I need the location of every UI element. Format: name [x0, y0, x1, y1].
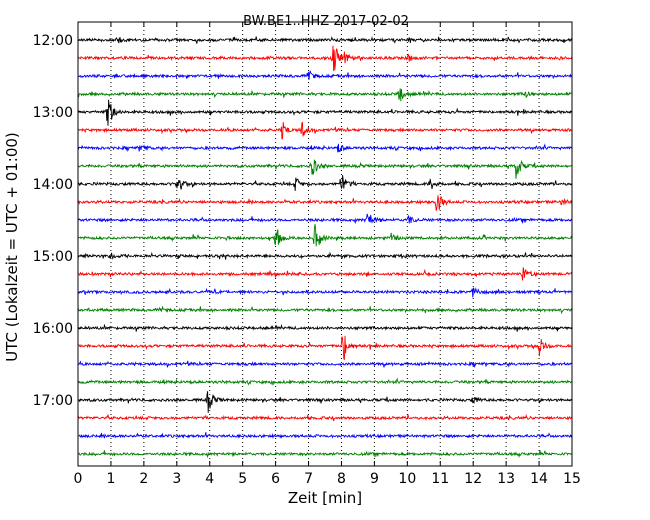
trace-line: [77, 195, 573, 211]
trace-line: [78, 99, 573, 126]
trace-line: [77, 175, 573, 191]
y-axis-label: UTC (Lokalzeit = UTC + 01:00): [3, 132, 21, 362]
trace-line: [77, 450, 572, 459]
trace-line: [77, 305, 573, 315]
x-tick-label: 6: [271, 471, 280, 487]
x-axis-label: Zeit [min]: [288, 489, 362, 507]
trace-line: [77, 36, 572, 44]
x-tick-label: 10: [398, 471, 416, 487]
trace-line: [77, 360, 573, 368]
trace-line: [77, 224, 573, 247]
traces-group: [77, 36, 573, 459]
y-tick-label: 13:00: [33, 105, 73, 121]
trace-line: [77, 213, 573, 225]
x-tick-label: 11: [431, 471, 449, 487]
x-tick-label: 4: [205, 471, 214, 487]
y-tick-label: 15:00: [33, 249, 73, 265]
x-tick-label: 5: [238, 471, 247, 487]
trace-line: [77, 143, 573, 153]
trace-line: [77, 267, 573, 281]
x-tick-label: 0: [74, 471, 83, 487]
y-tick-label: 14:00: [33, 177, 73, 193]
trace-line: [77, 70, 572, 80]
x-tick-label: 1: [106, 471, 115, 487]
trace-line: [77, 287, 573, 298]
trace-line: [77, 121, 572, 140]
x-tick-label: 8: [337, 471, 346, 487]
y-tick-label: 17:00: [33, 393, 73, 409]
trace-line: [77, 323, 573, 332]
trace-line: [77, 413, 572, 422]
x-tick-label: 7: [304, 471, 313, 487]
x-tick-label: 14: [530, 471, 548, 487]
trace-line: [78, 391, 573, 413]
trace-line: [77, 432, 573, 440]
trace-line: [77, 377, 573, 386]
trace-line: [77, 88, 573, 102]
x-tick-label: 2: [139, 471, 148, 487]
x-tick-label: 13: [497, 471, 515, 487]
x-tick-label: 15: [563, 471, 581, 487]
trace-line: [77, 159, 572, 179]
x-tick-label: 3: [172, 471, 181, 487]
plot-frame: [77, 21, 573, 467]
trace-line: [77, 335, 573, 361]
trace-line: [77, 45, 573, 72]
y-tick-label: 16:00: [33, 321, 73, 337]
y-tick-label: 12:00: [33, 33, 73, 49]
axes: 0 1 2 3 4 5 6 7 8 9 10 11 12 13 14 1512:0013:0014:0015:…: [33, 21, 581, 487]
x-tick-label: 9: [370, 471, 379, 487]
x-tick-label: 12: [464, 471, 482, 487]
trace-line: [77, 251, 573, 260]
